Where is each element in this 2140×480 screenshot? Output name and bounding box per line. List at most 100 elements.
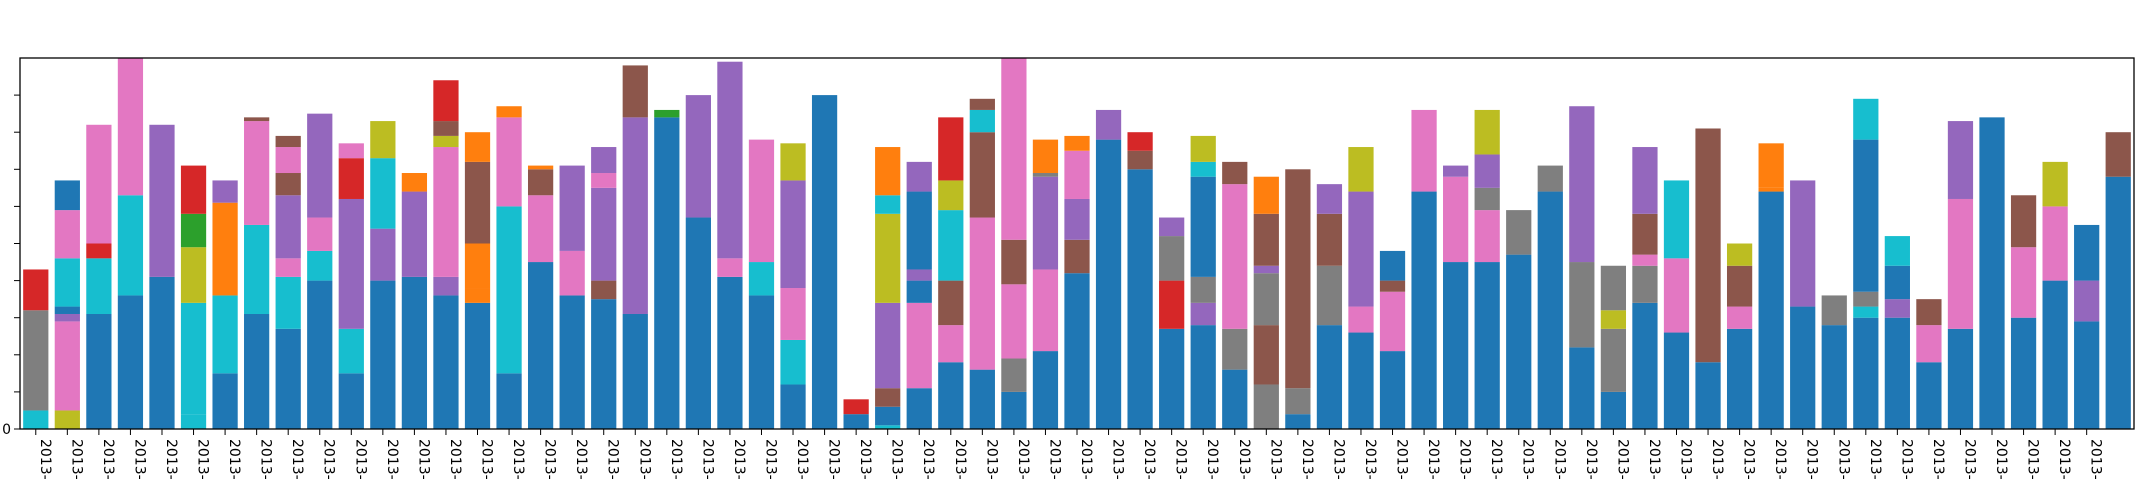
bar-segment-purple [1032, 176, 1059, 270]
bar-segment-brown [527, 169, 554, 196]
bar-segment-purple [1474, 154, 1500, 188]
x-tick-label: 2013- [920, 439, 936, 480]
bar-segment-pink [1222, 184, 1248, 329]
bar-stack [1600, 265, 1627, 429]
bar-segment-pink [717, 258, 743, 277]
bar-stack [1348, 147, 1374, 429]
bar-segment-blue [1159, 328, 1185, 429]
bar-segment-purple [622, 117, 648, 314]
bar-segment-pink [1379, 291, 1406, 352]
bar-segment-blue [875, 406, 901, 426]
bar-segment-blue [1190, 176, 1216, 277]
bar-segment-cyan [117, 195, 144, 296]
bar-segment-pink [1411, 109, 1437, 192]
bar-segment-blue [401, 276, 428, 429]
bar-stack [212, 180, 238, 429]
bar-segment-pink [117, 58, 144, 196]
bar-segment-pink [1632, 254, 1658, 266]
x-tick-label: 2013- [100, 439, 116, 480]
bar-segment-pink [527, 195, 554, 263]
x-tick-label: 2013- [1141, 439, 1157, 480]
x-tick-label: 2013- [1425, 439, 1441, 480]
bar-stack [780, 143, 806, 429]
bar-segment-orange [1253, 176, 1279, 214]
bar-segment-purple [212, 180, 238, 203]
x-tick-label: 2013- [1614, 439, 1630, 480]
bar-segment-pink [496, 117, 522, 207]
bar-segment-purple [1348, 191, 1374, 307]
x-tick-label: 2013- [415, 439, 431, 480]
bar-stack [1190, 135, 1216, 429]
x-tick-label: 2013- [289, 439, 305, 480]
bar-segment-pink [1064, 150, 1090, 199]
bar-stack [591, 147, 617, 429]
x-tick-label: 2013- [699, 439, 715, 480]
x-tick-label: 2013- [573, 439, 589, 480]
bar-segment-blue [370, 280, 396, 429]
bar-segment-cyan [496, 206, 522, 374]
x-tick-label: 2013- [2056, 439, 2072, 480]
bar-segment-orange [464, 288, 491, 303]
bar-segment-purple [1253, 265, 1279, 274]
x-tick-label: 2013- [1236, 439, 1252, 480]
bar-segment-brown [464, 161, 491, 244]
bar-segment-blue [1569, 347, 1595, 429]
bar-segment-brown [1695, 128, 1721, 363]
x-tick-label: 2013- [68, 439, 84, 480]
bar-stack [54, 180, 80, 429]
bar-segment-blue [717, 276, 743, 429]
bar-segment-pink [906, 302, 932, 389]
bar-segment-cyan [969, 109, 995, 133]
bar-segment-red [86, 243, 112, 259]
bar-stack [23, 269, 49, 429]
bar-segment-blue [559, 295, 585, 429]
x-tick-label: 2013- [1741, 439, 1757, 480]
bar-segment-purple [275, 195, 301, 259]
bar-segment-pink [54, 210, 80, 259]
bar-segment-blue [1474, 262, 1500, 429]
bar-segment-brown [969, 132, 995, 218]
bar-segment-purple [1790, 180, 1816, 307]
bar-segment-pink [559, 250, 585, 296]
x-tick-label: 2013- [226, 439, 242, 480]
bar-stack [2105, 132, 2131, 429]
bar-stack [717, 61, 743, 429]
bar-segment-pink [1348, 306, 1374, 333]
bar-stack [1379, 250, 1406, 429]
bar-stack [1474, 109, 1500, 429]
bar-segment-blue [1979, 117, 2005, 430]
y-axis: 0 [2, 94, 20, 438]
bar-segment-cyan [748, 262, 775, 296]
x-tick-label: 2013- [195, 439, 211, 480]
x-tick-label: 2013- [510, 439, 526, 480]
bar-segment-purple [1443, 165, 1469, 177]
bar-stack [2010, 195, 2037, 429]
bar-segment-olive [54, 410, 80, 429]
bar-segment-cyan [54, 258, 80, 307]
x-tick-label: 2013- [1267, 439, 1283, 480]
bar-stack [401, 173, 428, 429]
bar-stack [1443, 165, 1469, 429]
bar-stack [1095, 109, 1122, 429]
bar-segment-brown [1316, 213, 1343, 266]
bar-stack [843, 399, 869, 429]
bar-segment-blue [275, 328, 301, 429]
bar-segment-blue [906, 280, 932, 303]
bar-segment-gray [1600, 265, 1627, 311]
bar-segment-green [180, 213, 207, 248]
bar-segment-blue [685, 217, 711, 429]
bar-segment-blue [1348, 332, 1374, 429]
bar-segment-red [433, 80, 459, 122]
x-tick-label: 2013- [384, 439, 400, 480]
bar-segment-olive [1190, 135, 1216, 162]
bar-stack [654, 109, 680, 430]
bar-segment-blue [622, 313, 648, 429]
bar-segment-red [1127, 132, 1153, 151]
bar-segment-pink [938, 325, 964, 363]
bar-segment-brown [1222, 161, 1248, 185]
bar-segment-blue [1947, 328, 1974, 429]
bar-segment-orange [1758, 143, 1784, 188]
bar-segment-blue [2074, 321, 2100, 429]
bar-segment-blue [1695, 362, 1721, 429]
bar-segment-brown [1632, 213, 1658, 255]
